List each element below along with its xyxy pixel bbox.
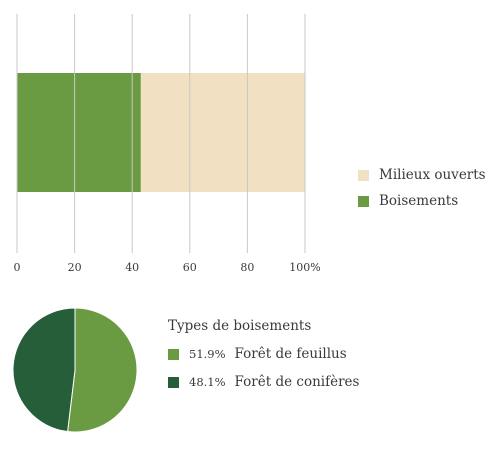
- x-tick-label: 80: [240, 261, 254, 274]
- stacked-bar-chart: 0 20 40 60 80 100%: [14, 14, 321, 274]
- pie-label-coniferes: Forêt de conifères: [234, 374, 360, 390]
- legend-item-boisements: Boisements: [358, 188, 486, 214]
- legend-swatch-milieux-ouverts: [358, 169, 369, 181]
- pie-label-feuillus: Forêt de feuillus: [234, 346, 347, 362]
- bar-segment-boisements: [17, 73, 141, 192]
- bar-legend: Milieux ouverts Boisements: [358, 162, 486, 214]
- pie-pct-feuillus: 51.9%: [189, 347, 226, 361]
- pie-swatch-coniferes: [168, 376, 179, 388]
- pie-chart: [12, 307, 138, 433]
- x-tick-label: 60: [183, 261, 197, 274]
- pie-swatch-feuillus: [168, 348, 179, 360]
- pie-legend-item-coniferes: 48.1% Forêt de conifères: [168, 368, 359, 396]
- x-tick-label: 40: [125, 261, 139, 274]
- pie-slice-forêt-de-conifères: [12, 307, 76, 433]
- pie-slice-forêt-de-feuillus: [67, 307, 138, 433]
- legend-item-milieux-ouverts: Milieux ouverts: [358, 162, 486, 188]
- x-tick-label: 100%: [289, 261, 320, 274]
- x-tick-label: 20: [68, 261, 82, 274]
- pie-legend: Types de boisements 51.9% Forêt de feuil…: [168, 316, 359, 396]
- bar-segment-milieux-ouverts: [140, 73, 305, 192]
- pie-title: Types de boisements: [168, 318, 312, 334]
- x-tick-label: 0: [14, 261, 21, 274]
- pie-pct-coniferes: 48.1%: [189, 375, 226, 389]
- legend-label-milieux-ouverts: Milieux ouverts: [379, 167, 486, 183]
- legend-label-boisements: Boisements: [379, 193, 459, 209]
- pie-legend-item-feuillus: 51.9% Forêt de feuillus: [168, 340, 359, 368]
- legend-swatch-boisements: [358, 195, 369, 207]
